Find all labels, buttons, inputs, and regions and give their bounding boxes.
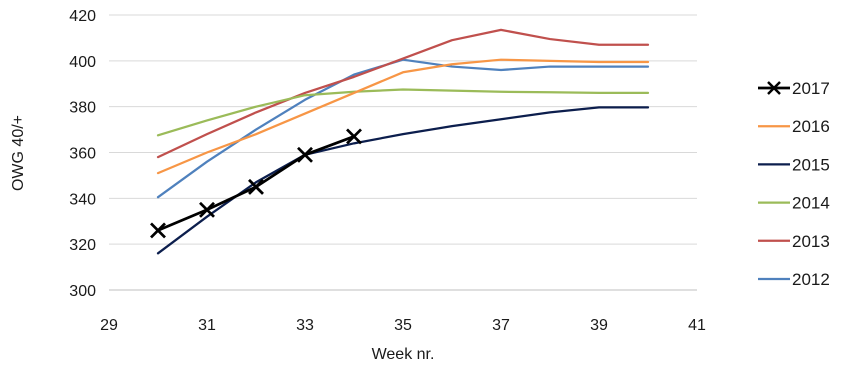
data-point-marker-stroke xyxy=(150,222,166,239)
x-axis-title: Week nr. xyxy=(372,346,435,363)
data-point-marker-stroke xyxy=(297,146,313,163)
y-axis-ticks: 300 320 340 360 380 400 420 xyxy=(69,8,96,300)
y-axis-title: OWG 40/+ xyxy=(10,115,27,191)
series-line-2016 xyxy=(156,58,650,175)
plot-area: 29 31 33 35 37 39 41 300 320 340 360 380 400 420 xyxy=(69,8,706,334)
data-point-marker-stroke xyxy=(346,128,362,145)
x-tick-label: 41 xyxy=(688,317,706,334)
x-tick-label: 39 xyxy=(590,317,608,334)
legend-item-2014: 2014 xyxy=(758,194,830,213)
legend-label: 2016 xyxy=(792,117,830,136)
legend-label: 2015 xyxy=(792,155,830,174)
data-point-2017 xyxy=(297,146,313,163)
legend-label: 2014 xyxy=(792,194,830,213)
x-tick-label: 33 xyxy=(296,317,314,334)
y-tick-label: 420 xyxy=(69,8,96,25)
y-tick-label: 300 xyxy=(69,283,96,300)
legend-item-2015: 2015 xyxy=(758,155,830,174)
series-line-2014 xyxy=(156,88,650,137)
x-tick-label: 35 xyxy=(394,317,412,334)
y-tick-label: 340 xyxy=(69,191,96,208)
gridlines xyxy=(109,14,697,245)
data-point-2017 xyxy=(199,201,215,218)
series-line-2015 xyxy=(156,106,650,255)
y-tick-label: 320 xyxy=(69,237,96,254)
y-tick-label: 360 xyxy=(69,146,96,163)
series-line-2013 xyxy=(156,28,650,159)
data-point-marker-stroke xyxy=(199,201,215,218)
legend-item-2017: 2017 xyxy=(758,79,830,98)
x-axis-ticks: 29 31 33 35 37 39 41 xyxy=(100,317,706,334)
data-point-2017 xyxy=(346,128,362,145)
x-tick-label: 31 xyxy=(198,317,216,334)
data-point-marker-stroke xyxy=(248,178,264,195)
series-line-2012 xyxy=(156,58,650,199)
y-tick-label: 380 xyxy=(69,100,96,117)
legend-marker-stroke xyxy=(767,81,781,95)
data-point-2017 xyxy=(150,222,166,239)
legend-item-2012: 2012 xyxy=(758,270,830,289)
legend-item-2013: 2013 xyxy=(758,232,830,251)
legend-label: 2012 xyxy=(792,270,830,289)
series-group xyxy=(150,28,650,255)
y-tick-label: 400 xyxy=(69,54,96,71)
x-tick-label: 37 xyxy=(492,317,510,334)
legend-item-2016: 2016 xyxy=(758,117,830,136)
x-tick-label: 29 xyxy=(100,317,118,334)
legend-label: 2013 xyxy=(792,232,830,251)
legend: 2017 2016 2015 2014 2013 2012 xyxy=(758,79,830,289)
legend-label: 2017 xyxy=(792,79,830,98)
data-point-2017 xyxy=(248,178,264,195)
